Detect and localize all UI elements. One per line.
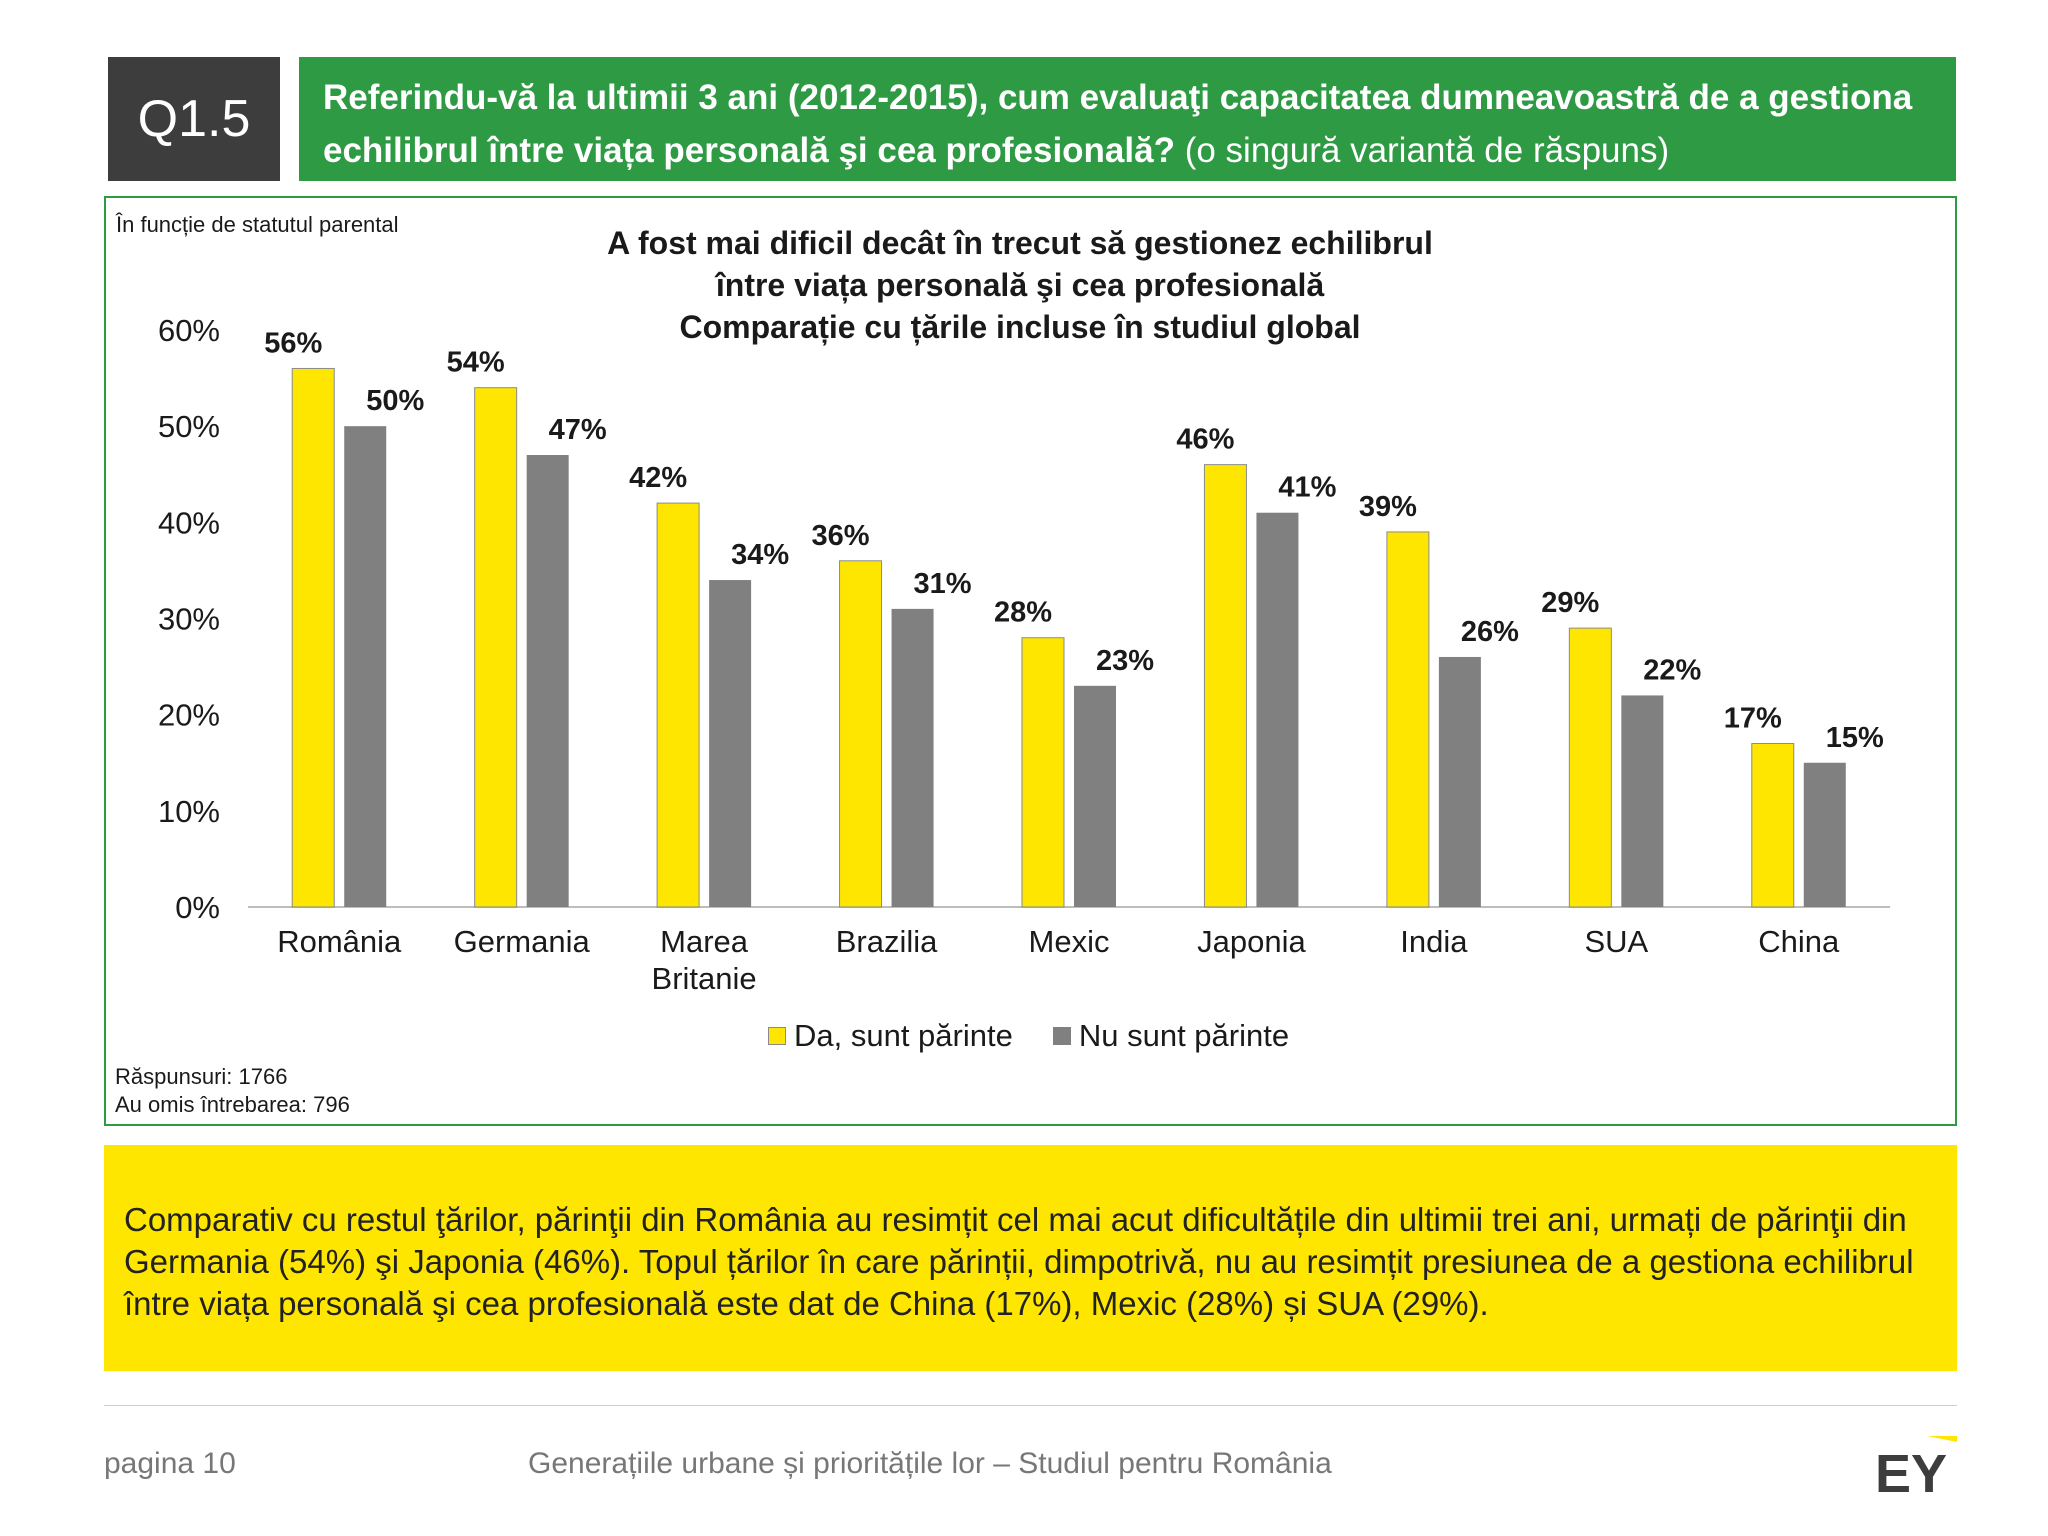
value-label-parents: 29% (1541, 587, 1599, 619)
category-label: Mexic (1029, 924, 1110, 959)
ey-logo: EY (1875, 1436, 1957, 1494)
value-label-parents: 17% (1724, 703, 1782, 735)
category-label: Britanie (652, 961, 757, 996)
y-tick-label: 30% (158, 602, 220, 637)
value-label-parents: 56% (264, 327, 322, 359)
bar-parents (1751, 743, 1795, 908)
footer-divider (104, 1405, 1957, 1406)
question-note: (o singură variantă de răspuns) (1184, 131, 1670, 170)
bar-parents (1386, 531, 1430, 908)
chart-title-line-3: Comparație cu țările incluse în studiul … (679, 309, 1361, 345)
value-label-non-parents: 41% (1278, 472, 1336, 504)
value-label-parents: 28% (994, 597, 1052, 629)
legend-item-non-parents: Nu sunt părinte (1052, 1018, 1290, 1054)
y-tick-label: 40% (158, 505, 220, 540)
chart-title: A fost mai dificil decât în trecut să ge… (580, 222, 1460, 348)
bar-non-parents (1256, 512, 1299, 907)
page-number: pagina 10 (104, 1447, 236, 1480)
category-label: India (1400, 924, 1468, 959)
y-tick-label: 60% (158, 313, 220, 348)
legend-label-parents: Da, sunt părinte (794, 1018, 1013, 1053)
category-label: România (277, 924, 402, 959)
legend-item-parents: Da, sunt părinte (768, 1018, 1013, 1054)
question-header: Referindu-vă la ultimii 3 ani (2012-2015… (299, 57, 1956, 181)
value-label-non-parents: 15% (1826, 722, 1884, 754)
value-label-parents: 54% (447, 347, 505, 379)
category-label: Brazilia (836, 924, 938, 959)
bar-parents (839, 560, 883, 908)
responses-count: Răspunsuri: 1766 (115, 1064, 288, 1089)
legend-swatch-gray (1052, 1027, 1071, 1045)
category-label: China (1758, 924, 1840, 959)
bar-non-parents (891, 608, 934, 907)
category-label: Japonia (1197, 924, 1306, 959)
bar-parents (1021, 637, 1065, 908)
y-tick-label: 10% (158, 794, 220, 829)
panel-subtitle: În funcție de statutul parental (116, 212, 399, 237)
category-label: Marea (660, 924, 749, 959)
bar-non-parents (1803, 762, 1846, 907)
legend-swatch-yellow (768, 1027, 786, 1045)
value-label-parents: 36% (812, 520, 870, 552)
ey-logo-text: EY (1875, 1444, 1947, 1494)
chart-title-line-2: între viața personală şi cea profesional… (715, 267, 1325, 303)
value-label-parents: 46% (1176, 424, 1234, 456)
value-label-non-parents: 50% (366, 385, 424, 417)
bar-non-parents (1074, 685, 1116, 907)
bar-parents (1568, 627, 1612, 908)
y-tick-label: 0% (175, 890, 220, 925)
category-label: Germania (454, 924, 591, 959)
summary-text: Comparativ cu restul ţărilor, părinţii d… (124, 1201, 1914, 1322)
skipped-count: Au omis întrebarea: 796 (115, 1092, 350, 1117)
category-label: SUA (1584, 924, 1648, 959)
bar-non-parents (1621, 695, 1664, 907)
value-label-non-parents: 47% (549, 414, 607, 446)
bar-parents (474, 387, 518, 908)
value-label-parents: 42% (629, 462, 687, 494)
value-label-parents: 39% (1359, 491, 1417, 523)
legend-label-non-parents: Nu sunt părinte (1078, 1018, 1290, 1053)
value-label-non-parents: 34% (731, 539, 789, 571)
bar-non-parents (709, 580, 752, 907)
y-tick-label: 20% (158, 698, 220, 733)
chart-legend: Da, sunt părinte Nu sunt părinte (768, 1018, 1289, 1054)
chart-panel (104, 196, 1957, 1126)
chart-title-line-1: A fost mai dificil decât în trecut să ge… (607, 225, 1433, 261)
value-label-non-parents: 22% (1643, 654, 1701, 686)
summary-box: Comparativ cu restul ţărilor, părinţii d… (104, 1145, 1957, 1371)
bar-non-parents (344, 426, 387, 907)
y-tick-label: 50% (158, 409, 220, 444)
bar-parents (1203, 464, 1247, 908)
bar-parents (656, 502, 700, 908)
question-code: Q1.5 (108, 57, 280, 181)
response-stats: Răspunsuri: 1766 Au omis întrebarea: 796 (115, 1063, 350, 1119)
bar-non-parents (1438, 656, 1481, 907)
value-label-non-parents: 31% (914, 568, 972, 600)
bar-non-parents (526, 455, 569, 907)
value-label-non-parents: 26% (1461, 616, 1519, 648)
footer-title: Generațiile urbane și prioritățile lor –… (528, 1447, 1332, 1480)
value-label-non-parents: 23% (1096, 645, 1154, 677)
bar-parents (291, 367, 335, 908)
question-text: Referindu-vă la ultimii 3 ani (2012-2015… (323, 78, 1913, 170)
